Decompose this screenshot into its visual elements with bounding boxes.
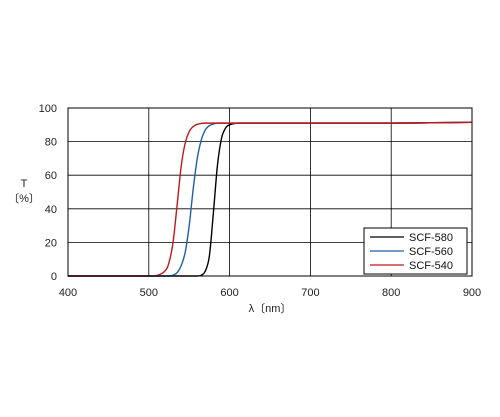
legend-label-scf-560: SCF-560	[409, 246, 453, 258]
y-axis-unit: 〔%〕	[8, 192, 40, 205]
x-tick-label: 500	[140, 287, 158, 299]
x-tick-labels: 400 500 600 700 800 900	[59, 287, 481, 299]
x-tick-label: 900	[463, 287, 481, 299]
legend-label-scf-580: SCF-580	[409, 232, 453, 244]
x-tick-label: 700	[301, 287, 319, 299]
y-tick-label: 80	[45, 137, 57, 149]
y-tick-labels: 0 20 40 60 80 100	[39, 103, 57, 283]
y-tick-label: 60	[45, 170, 57, 182]
y-tick-label: 40	[45, 204, 57, 216]
x-axis-title: λ〔nm〕	[249, 302, 292, 315]
y-tick-label: 20	[45, 237, 57, 249]
x-tick-label: 400	[59, 287, 77, 299]
legend: SCF-580 SCF-560 SCF-540	[363, 227, 468, 275]
y-tick-label: 0	[51, 271, 57, 283]
y-axis-title: T	[21, 178, 28, 190]
legend-label-scf-540: SCF-540	[409, 260, 453, 272]
series-line-scf-540	[68, 121, 473, 277]
x-tick-label: 800	[382, 287, 400, 299]
x-tick-label: 600	[220, 287, 238, 299]
plot-frame	[67, 107, 473, 277]
y-tick-label: 100	[39, 103, 57, 115]
